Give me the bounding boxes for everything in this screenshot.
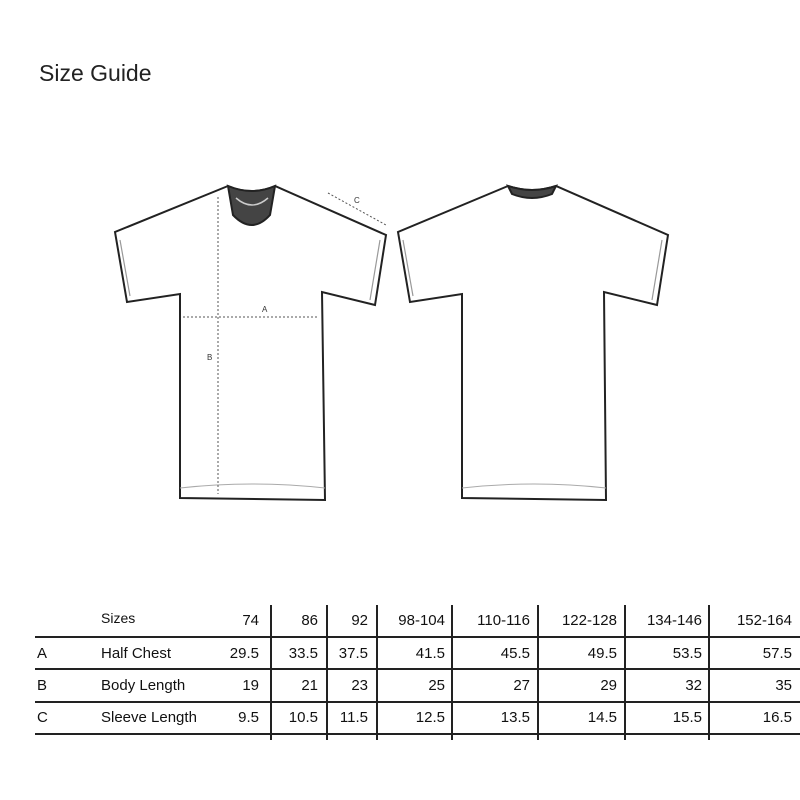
column-divider <box>376 605 378 740</box>
size-value: 41.5 <box>415 645 445 662</box>
size-value: 14.5 <box>587 709 617 726</box>
label-b: B <box>207 353 212 362</box>
size-value: 45.5 <box>500 645 530 662</box>
tshirt-diagrams: A B C <box>113 184 670 502</box>
size-header: 152-164 <box>736 612 792 629</box>
label-c: C <box>354 196 360 205</box>
size-value: 13.5 <box>500 709 530 726</box>
column-divider <box>624 605 626 740</box>
row-divider <box>35 701 800 703</box>
size-value: 53.5 <box>672 645 702 662</box>
column-divider <box>537 605 539 740</box>
column-divider <box>451 605 453 740</box>
size-value: 16.5 <box>762 709 792 726</box>
size-value: 9.5 <box>238 709 259 726</box>
label-a: A <box>262 305 268 314</box>
row-divider <box>35 733 800 735</box>
size-value: 37.5 <box>338 645 368 662</box>
column-divider <box>270 605 272 740</box>
size-value: 12.5 <box>415 709 445 726</box>
row-code: C <box>37 709 48 726</box>
tshirt-back <box>396 184 670 502</box>
size-header: 134-146 <box>646 612 702 629</box>
size-header: 86 <box>301 612 318 629</box>
column-divider <box>708 605 710 740</box>
header-sizes-label: Sizes <box>101 610 136 626</box>
size-header: 122-128 <box>561 612 617 629</box>
size-header: 92 <box>351 612 368 629</box>
size-value: 32 <box>685 677 702 694</box>
row-divider <box>35 668 800 670</box>
size-value: 27 <box>513 677 530 694</box>
size-value: 10.5 <box>288 709 318 726</box>
size-value: 33.5 <box>288 645 318 662</box>
size-value: 35 <box>775 677 792 694</box>
size-value: 25 <box>428 677 445 694</box>
size-header: 98-104 <box>398 612 445 629</box>
row-code: B <box>37 677 48 694</box>
size-header: 74 <box>242 612 259 629</box>
size-value: 19 <box>242 677 259 694</box>
size-value: 21 <box>301 677 318 694</box>
tshirt-front <box>113 184 388 502</box>
size-value: 57.5 <box>762 645 792 662</box>
size-value: 29.5 <box>229 645 259 662</box>
column-divider <box>326 605 328 740</box>
row-label: Sleeve Length <box>101 709 197 726</box>
size-value: 29 <box>600 677 617 694</box>
row-label: Body Length <box>101 677 186 694</box>
row-label: Half Chest <box>101 645 172 662</box>
size-header: 110-116 <box>477 612 530 629</box>
size-value: 49.5 <box>587 645 617 662</box>
size-value: 15.5 <box>672 709 702 726</box>
row-divider <box>35 636 800 638</box>
size-value: 23 <box>351 677 368 694</box>
size-value: 11.5 <box>339 709 368 726</box>
row-code: A <box>37 645 48 662</box>
page-title: Size Guide <box>39 60 152 86</box>
